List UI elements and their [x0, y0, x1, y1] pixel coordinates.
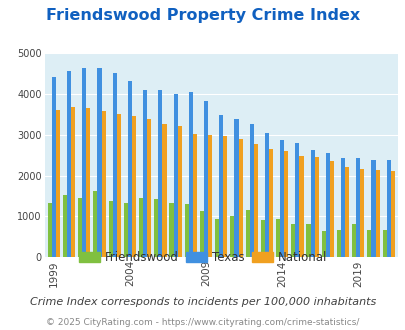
Bar — [279, 140, 284, 257]
Bar — [173, 94, 177, 257]
Bar — [299, 155, 303, 257]
Text: © 2025 CityRating.com - https://www.cityrating.com/crime-statistics/: © 2025 CityRating.com - https://www.city… — [46, 318, 359, 327]
Bar — [360, 169, 364, 257]
Bar — [86, 109, 90, 257]
Bar — [71, 107, 75, 257]
Bar — [93, 191, 97, 257]
Bar — [203, 101, 208, 257]
Bar — [101, 111, 105, 257]
Bar — [117, 114, 121, 257]
Bar — [132, 116, 136, 257]
Bar — [382, 230, 386, 257]
Bar — [199, 211, 203, 257]
Bar — [325, 153, 329, 257]
Bar — [260, 220, 264, 257]
Text: Friendswood Property Crime Index: Friendswood Property Crime Index — [46, 8, 359, 23]
Bar — [253, 145, 257, 257]
Bar — [112, 73, 117, 257]
Bar — [78, 198, 82, 257]
Bar — [234, 119, 238, 257]
Bar — [321, 231, 325, 257]
Bar — [344, 167, 348, 257]
Bar — [208, 135, 212, 257]
Bar — [340, 158, 344, 257]
Bar — [336, 230, 340, 257]
Bar — [249, 124, 253, 257]
Bar — [177, 126, 181, 257]
Bar — [219, 115, 223, 257]
Bar — [188, 92, 192, 257]
Bar — [375, 170, 379, 257]
Bar — [97, 68, 101, 257]
Bar — [351, 224, 355, 257]
Bar — [143, 90, 147, 257]
Bar — [310, 150, 314, 257]
Bar — [147, 119, 151, 257]
Bar — [124, 203, 128, 257]
Bar — [67, 71, 71, 257]
Bar — [47, 203, 51, 257]
Bar — [230, 216, 234, 257]
Bar — [108, 201, 112, 257]
Bar — [223, 136, 227, 257]
Bar — [56, 110, 60, 257]
Bar — [264, 133, 269, 257]
Bar — [284, 151, 288, 257]
Bar — [158, 90, 162, 257]
Bar — [215, 218, 219, 257]
Text: Crime Index corresponds to incidents per 100,000 inhabitants: Crime Index corresponds to incidents per… — [30, 297, 375, 307]
Bar — [269, 149, 273, 257]
Bar — [51, 77, 56, 257]
Bar — [63, 195, 67, 257]
Bar — [154, 199, 158, 257]
Bar — [245, 210, 249, 257]
Bar — [371, 160, 375, 257]
Bar — [314, 157, 318, 257]
Bar — [192, 134, 196, 257]
Bar — [290, 224, 294, 257]
Bar — [184, 204, 188, 257]
Bar — [294, 143, 299, 257]
Legend: Friendswood, Texas, National: Friendswood, Texas, National — [77, 248, 328, 266]
Bar — [306, 224, 310, 257]
Bar — [139, 198, 143, 257]
Bar — [128, 82, 132, 257]
Bar — [275, 218, 279, 257]
Bar — [169, 203, 173, 257]
Bar — [238, 139, 242, 257]
Bar — [162, 124, 166, 257]
Bar — [82, 68, 86, 257]
Bar — [367, 230, 371, 257]
Bar — [329, 161, 333, 257]
Bar — [355, 158, 360, 257]
Bar — [390, 171, 394, 257]
Bar — [386, 160, 390, 257]
